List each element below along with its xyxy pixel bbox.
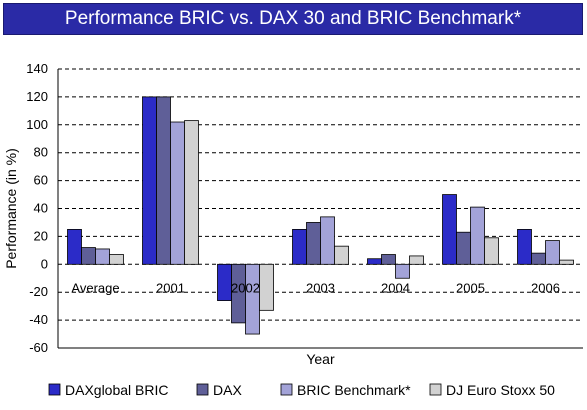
bar [306,222,321,265]
y-tick-label: 40 [34,201,48,216]
bar [156,96,171,265]
legend-swatch [280,383,293,396]
bar [142,96,157,265]
x-category-label: Average [71,280,119,295]
chart-title: Performance BRIC vs. DAX 30 and BRIC Ben… [3,3,583,35]
bar [545,240,560,265]
bar [484,237,499,265]
legend-label: DJ Euro Stoxx 50 [446,382,555,398]
y-tick-label: 20 [34,228,48,243]
bar [334,245,349,265]
bars [67,96,574,335]
bar [367,258,382,265]
bar [292,229,307,265]
gridlines [58,68,583,349]
bar [517,229,532,265]
y-tick-label: -60 [29,340,48,355]
x-category-label: 2006 [531,280,560,295]
bar [184,120,199,265]
x-axis-title: Year [306,351,335,367]
bar [81,247,96,265]
legend-swatch [429,383,442,396]
y-tick-label: 0 [41,256,48,271]
bar [245,263,260,335]
bar [456,231,471,265]
x-category-label: 2001 [156,280,185,295]
bar [67,229,82,265]
legend-swatch [196,383,209,396]
bar [409,255,424,265]
bar [320,216,335,265]
legend-label: BRIC Benchmark* [297,382,411,398]
bar [531,252,546,265]
x-category-label: 2003 [306,280,335,295]
bar [559,259,574,265]
x-category-label: 2005 [456,280,485,295]
legend-swatch [48,383,61,396]
y-axis-ticks: 140 120 100 80 60 40 20 0 -20 -40 -60 [26,61,48,355]
legend: DAXglobal BRIC DAX BRIC Benchmark* DJ Euro … [48,382,555,398]
y-tick-label: 60 [34,173,48,188]
bar [170,121,185,265]
x-axis-category-labels: Average 2001 2002 2003 2004 2005 2006 [71,280,560,295]
bar [381,254,396,265]
y-tick-label: -20 [29,284,48,299]
x-category-label: 2004 [381,280,410,295]
legend-label: DAX [213,382,242,398]
bar [109,254,124,265]
bar [95,248,110,265]
y-tick-label: 80 [34,145,48,160]
y-axis-title: Performance (in %) [3,148,19,269]
x-category-label: 2002 [231,280,260,295]
bar [217,263,232,301]
y-tick-label: 100 [26,117,48,132]
bar [470,206,485,265]
y-tick-label: 120 [26,89,48,104]
bar [442,194,457,265]
bar [395,263,410,279]
bar [259,263,274,311]
y-tick-label: -40 [29,312,48,327]
y-tick-label: 140 [26,61,48,76]
legend-label: DAXglobal BRIC [65,382,169,398]
